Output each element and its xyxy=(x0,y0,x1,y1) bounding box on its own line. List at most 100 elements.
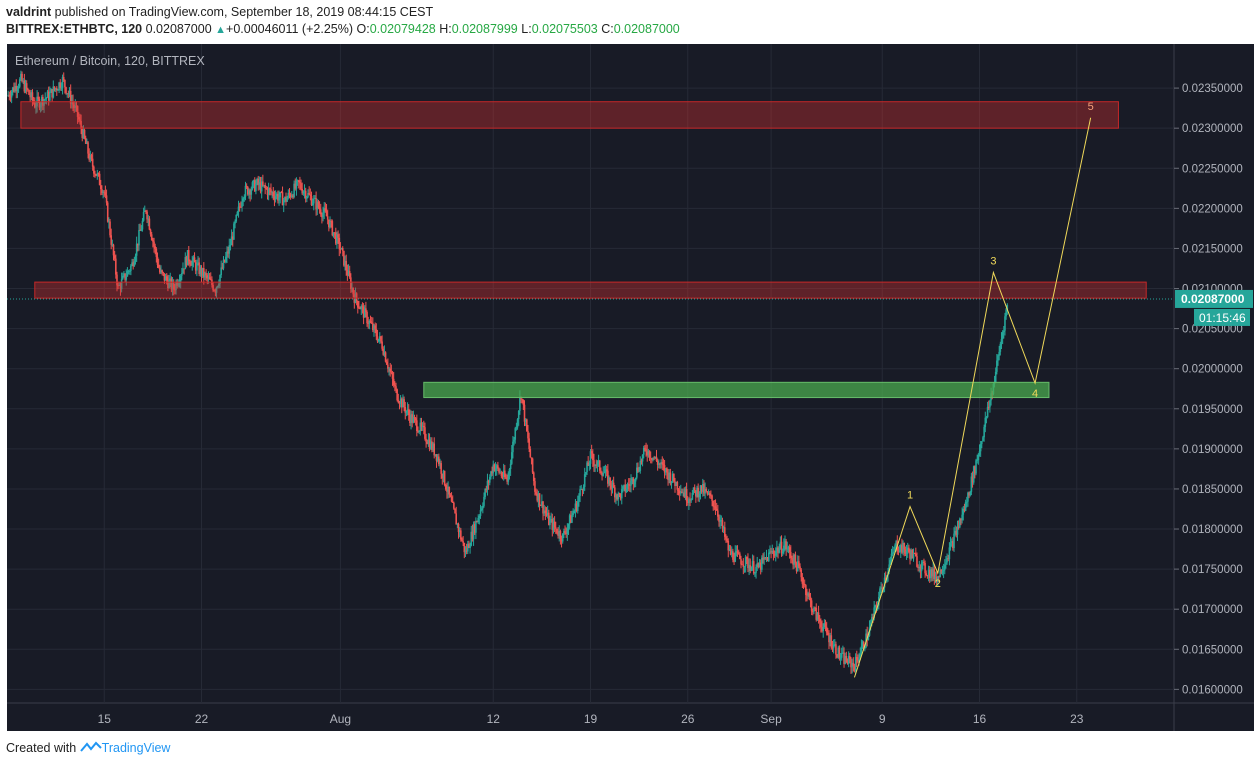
candle-body xyxy=(902,543,904,553)
candle-body xyxy=(744,556,747,567)
candle-body xyxy=(772,551,775,554)
candle-body xyxy=(215,287,218,293)
candle-body xyxy=(879,588,881,597)
candle-body xyxy=(979,444,982,452)
candle-body xyxy=(266,188,269,195)
candle-body xyxy=(282,200,285,206)
high-label: H: xyxy=(439,22,452,36)
candle-body xyxy=(921,561,924,563)
candle-body xyxy=(490,471,492,478)
candle-body xyxy=(468,543,470,549)
candle-body xyxy=(105,195,108,203)
candle-body xyxy=(419,422,422,432)
candle-body xyxy=(743,566,746,567)
candle-body xyxy=(940,569,943,574)
candle-body xyxy=(930,569,932,579)
candle-body xyxy=(893,551,895,553)
candle-body xyxy=(761,557,763,570)
candle-body xyxy=(306,196,308,199)
candle-body xyxy=(970,476,973,492)
candle-body xyxy=(345,261,348,271)
candle-body xyxy=(35,106,37,108)
candle-body xyxy=(128,270,131,272)
candle-body xyxy=(667,472,669,480)
candle-body xyxy=(113,255,116,259)
candle-body xyxy=(313,198,315,204)
candle-body xyxy=(780,541,783,554)
candle-body xyxy=(799,566,801,570)
candle-body xyxy=(857,659,859,662)
candle-body xyxy=(14,85,16,92)
candle-body xyxy=(189,261,191,265)
candle-body xyxy=(901,545,903,553)
candle-body xyxy=(502,470,505,477)
candle-body xyxy=(324,208,327,212)
candle-body xyxy=(854,656,857,672)
candle-body xyxy=(640,460,643,462)
candle-body xyxy=(447,486,449,492)
candle-body xyxy=(714,506,717,509)
candle-body xyxy=(729,549,732,555)
candle-body xyxy=(425,438,427,442)
candle-body xyxy=(637,467,639,472)
candle-body xyxy=(491,471,493,474)
candle-body xyxy=(443,470,446,485)
candle-body xyxy=(551,518,554,530)
candle-body xyxy=(403,399,405,408)
candle-body xyxy=(962,509,965,515)
created-with-text: Created with xyxy=(6,741,77,755)
candle-body xyxy=(534,481,536,492)
candle-body xyxy=(778,548,781,553)
candle-body xyxy=(564,531,566,534)
candle-body xyxy=(33,102,36,108)
candle-body xyxy=(663,465,666,473)
candle-body xyxy=(218,283,220,286)
candle-body xyxy=(516,419,519,428)
candle-body xyxy=(677,489,680,492)
candle-body xyxy=(807,593,809,596)
price-axis[interactable]: 0.01600000 0.01650000 0.01700000 0.01750000… xyxy=(1174,83,1243,696)
candle-body xyxy=(472,524,475,540)
candle-body xyxy=(394,385,396,387)
author-name[interactable]: valdrint xyxy=(6,5,52,19)
candle-body xyxy=(101,189,103,194)
candle-body xyxy=(373,325,375,331)
candle-body xyxy=(28,90,30,95)
candle-body xyxy=(99,185,102,190)
candle-body xyxy=(15,85,18,92)
candle-body xyxy=(769,551,771,553)
time-axis[interactable]: 15 22 Aug 12 19 26 Sep 9 16 23 xyxy=(98,712,1084,726)
candle-body xyxy=(889,560,892,565)
candle-body xyxy=(148,218,151,230)
candle-body xyxy=(397,400,400,403)
candle-body xyxy=(167,280,169,289)
candle-body xyxy=(398,402,401,404)
wave-line xyxy=(853,117,1092,678)
candle-body xyxy=(739,553,741,559)
candle-body xyxy=(426,441,429,444)
candle-body xyxy=(370,322,373,324)
candle-body xyxy=(932,568,934,577)
candle-body xyxy=(421,426,424,427)
candle-body xyxy=(571,515,573,523)
candle-body xyxy=(493,464,496,471)
candle-body xyxy=(844,656,847,664)
candle-body xyxy=(152,240,154,242)
candle-body xyxy=(585,472,587,475)
candle-body xyxy=(446,489,448,492)
tradingview-brand[interactable]: TradingView xyxy=(101,741,171,755)
candle-body xyxy=(997,355,999,361)
candle-body xyxy=(418,431,420,433)
published-text: published on TradingView.com, September … xyxy=(54,5,434,19)
resistance-zone xyxy=(34,281,1147,299)
candle-body xyxy=(45,97,48,99)
candle-body xyxy=(758,562,761,568)
candle-body xyxy=(50,89,52,93)
candle-body xyxy=(574,503,577,511)
candle-body xyxy=(705,489,708,492)
candle-body xyxy=(30,92,33,98)
candle-body xyxy=(270,189,272,193)
candle-body xyxy=(805,585,807,595)
candle-body xyxy=(821,627,823,631)
